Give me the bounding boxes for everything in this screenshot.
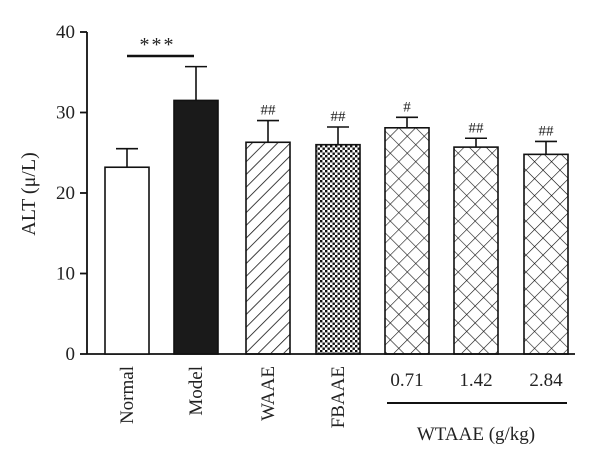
y-tick-label: 10 — [56, 264, 75, 285]
x-tick-label: 2.84 — [529, 370, 563, 391]
bar-annotation: ## — [469, 120, 485, 136]
x-tick-label: FBAAE — [328, 366, 349, 428]
significance-label: *** — [140, 34, 176, 56]
y-ticks: 0 10 20 30 40 — [56, 22, 87, 365]
bar-annotation: ## — [331, 109, 347, 125]
wtaae-group: WTAAE (g/kg) — [387, 402, 567, 445]
x-tick-label: WAAE — [258, 366, 279, 421]
x-tick-label: 0.71 — [390, 370, 423, 391]
bar-annotation: ## — [261, 103, 277, 119]
y-axis-label: ALT (μ/L) — [18, 152, 40, 236]
group-label: WTAAE (g/kg) — [417, 424, 535, 445]
bar-2-84 — [523, 153, 569, 355]
y-tick-label: 0 — [66, 344, 76, 365]
y-tick-label: 30 — [56, 103, 75, 124]
x-tick-labels: Normal Model WAAE FBAAE 0.71 1.42 2.84 — [117, 366, 563, 428]
bar-annotation: # — [403, 99, 411, 115]
x-tick-label: Normal — [117, 366, 138, 424]
bar-normal — [104, 166, 150, 355]
bar-1-42 — [453, 146, 499, 355]
bar-waae — [245, 141, 291, 355]
x-tick-label: Model — [186, 366, 207, 416]
significance-marker: *** — [127, 34, 194, 58]
y-tick-label: 20 — [56, 183, 75, 204]
y-tick-label: 40 — [56, 22, 75, 43]
bar-0-71 — [384, 126, 430, 355]
x-tick-label: 1.42 — [459, 370, 492, 391]
bar-annotation: ## — [539, 123, 555, 139]
bars: ## ##### ## — [104, 65, 569, 355]
bar-fbaae — [315, 143, 361, 355]
bar-model — [173, 99, 219, 355]
